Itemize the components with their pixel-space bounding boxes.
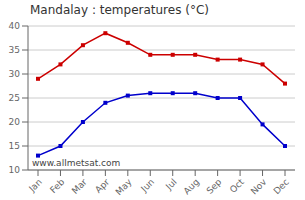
svg-text:Jul: Jul [163,177,178,192]
svg-text:Aug: Aug [182,177,202,197]
svg-text:Jan: Jan [26,177,44,195]
svg-text:Dec: Dec [272,177,291,196]
svg-text:20: 20 [9,117,21,127]
svg-text:10: 10 [9,165,21,175]
svg-text:Oct: Oct [228,177,246,195]
svg-text:Apr: Apr [93,177,111,195]
svg-text:35: 35 [9,45,20,55]
svg-text:Nov: Nov [249,176,269,196]
svg-text:25: 25 [9,93,20,103]
svg-text:Jun: Jun [138,177,156,195]
svg-text:15: 15 [9,141,20,151]
svg-text:May: May [114,176,135,197]
svg-text:40: 40 [9,21,21,31]
html-text:Mandalay : temperatures (°C): Mandalay : temperatures (°C) [30,3,209,17]
svg-text:Sep: Sep [204,177,223,196]
svg-text:Feb: Feb [48,177,67,196]
svg-text:30: 30 [9,69,21,79]
svg-text:Mar: Mar [70,177,89,196]
html-text:www.allmetsat.com: www.allmetsat.com [32,158,121,168]
